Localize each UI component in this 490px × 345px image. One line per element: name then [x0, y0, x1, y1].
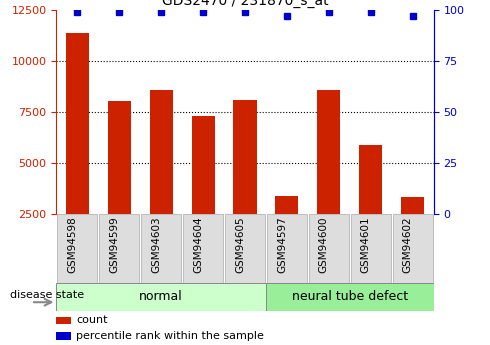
FancyBboxPatch shape — [266, 283, 434, 310]
Text: GSM94597: GSM94597 — [277, 217, 287, 273]
Text: neural tube defect: neural tube defect — [292, 290, 408, 303]
Bar — [149, 90, 172, 214]
Bar — [108, 101, 131, 214]
FancyBboxPatch shape — [56, 283, 266, 310]
FancyBboxPatch shape — [141, 214, 181, 283]
Text: normal: normal — [139, 290, 183, 303]
FancyBboxPatch shape — [225, 214, 265, 283]
Text: disease state: disease state — [10, 290, 84, 300]
Bar — [56, 332, 71, 340]
Text: GSM94600: GSM94600 — [319, 217, 329, 273]
Text: GSM94605: GSM94605 — [235, 217, 245, 273]
Bar — [192, 116, 215, 214]
FancyBboxPatch shape — [392, 214, 433, 283]
Bar — [318, 90, 341, 214]
Text: GSM94603: GSM94603 — [151, 217, 161, 273]
Bar — [66, 33, 89, 214]
Bar — [56, 317, 71, 324]
FancyBboxPatch shape — [267, 214, 307, 283]
Text: GSM94604: GSM94604 — [193, 217, 203, 273]
Bar — [233, 100, 257, 214]
Text: GSM94601: GSM94601 — [361, 217, 371, 273]
FancyBboxPatch shape — [309, 214, 349, 283]
FancyBboxPatch shape — [351, 214, 391, 283]
FancyBboxPatch shape — [99, 214, 139, 283]
Text: GSM94599: GSM94599 — [109, 217, 119, 273]
Bar — [401, 197, 424, 214]
Text: GSM94598: GSM94598 — [67, 217, 77, 273]
Bar — [359, 145, 382, 214]
FancyBboxPatch shape — [183, 214, 223, 283]
Bar — [275, 196, 298, 214]
Title: GDS2470 / 231870_s_at: GDS2470 / 231870_s_at — [162, 0, 328, 8]
Text: GSM94602: GSM94602 — [403, 217, 413, 273]
FancyBboxPatch shape — [57, 214, 98, 283]
Text: percentile rank within the sample: percentile rank within the sample — [76, 331, 264, 341]
Text: count: count — [76, 315, 108, 325]
